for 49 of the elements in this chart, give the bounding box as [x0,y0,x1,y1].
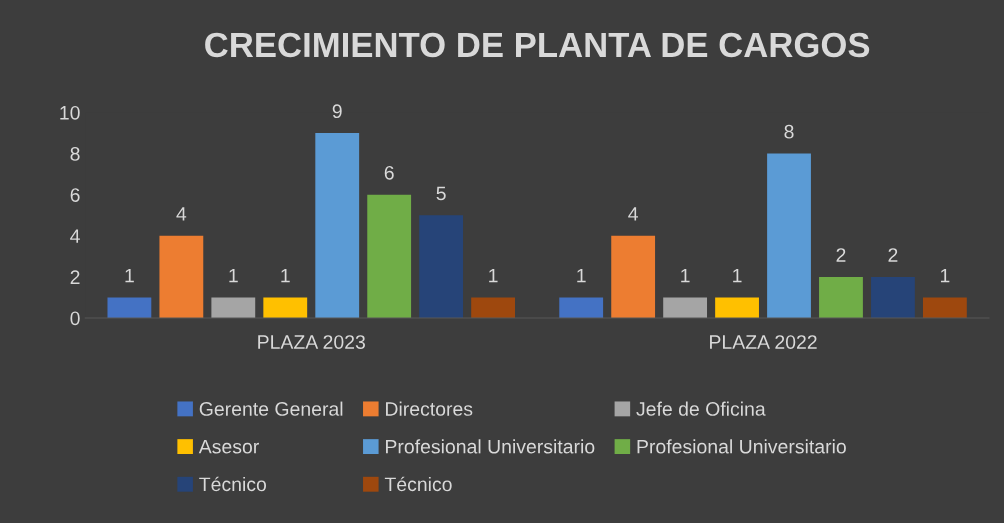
y-tick-label: 4 [70,229,80,243]
y-tick-label: 6 [70,188,80,202]
bar [611,235,656,318]
y-tick-label: 10 [60,105,80,120]
bar [159,235,204,318]
bar [315,133,360,318]
data-label: 1 [489,268,498,283]
data-label: 8 [784,124,794,139]
bar [871,276,915,318]
y-tick-label: 8 [70,147,80,161]
legend-label: Profesional Universitario [386,439,595,454]
legend-label: Profesional Universitario [637,439,846,454]
data-label: 4 [176,207,187,221]
y-tick-label: 2 [70,270,80,284]
legend-label: Directores [386,401,473,416]
data-label: 1 [125,268,134,283]
bar [211,297,256,318]
legend-label: Asesor [198,439,259,454]
data-label: 5 [436,186,446,201]
bar [819,276,863,318]
bar [263,297,308,318]
data-label: 6 [384,165,394,180]
bar [559,297,604,318]
legend-label: Técnico [384,476,452,492]
bar [715,297,759,318]
data-label: 1 [229,268,238,283]
y-tick-label: 0 [70,311,80,326]
x-tick-label: PLAZA 2022 [710,335,817,349]
chart-title: CRECIMIENTO DE PLANTA DE CARGOS [205,32,870,58]
data-label: 9 [332,104,342,119]
data-label: 1 [681,268,690,283]
data-label: 2 [888,248,898,262]
bar [663,297,708,318]
data-label: 4 [628,207,638,221]
legend-label: Gerente General [199,401,343,416]
bar [107,297,152,318]
legend-label: Jefe de Oficina [636,401,766,416]
x-tick-label: PLAZA 2023 [258,335,365,349]
data-label: 1 [733,268,742,283]
bar [367,194,412,318]
bar [419,215,464,318]
bar [767,153,811,318]
legend-label: Técnico [199,476,267,492]
bar [922,297,967,318]
data-label: 1 [577,268,586,283]
data-label: 1 [940,268,950,283]
data-label: 2 [836,248,846,262]
data-label: 1 [281,268,290,283]
bar [471,297,515,318]
